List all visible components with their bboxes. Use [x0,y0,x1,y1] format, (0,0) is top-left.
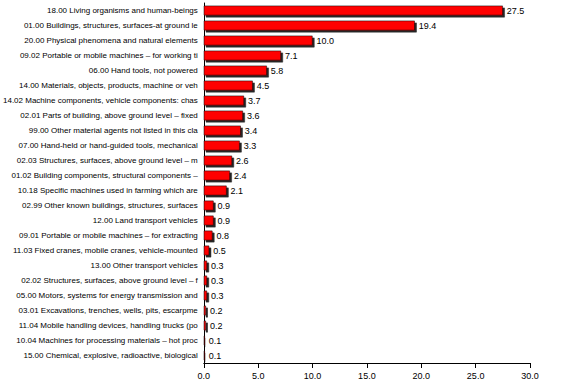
svg-text:0.1: 0.1 [209,336,222,346]
svg-text:2.4: 2.4 [234,171,247,181]
svg-text:0.9: 0.9 [218,216,231,226]
svg-text:3.6: 3.6 [247,111,260,121]
svg-text:09.02 Portable or mobile machi: 09.02 Portable or mobile machines – for … [20,51,198,60]
svg-text:12.00 Land transport vehicles: 12.00 Land transport vehicles [93,216,198,225]
svg-text:3.3: 3.3 [244,141,257,151]
svg-text:11.03 Fixed cranes, mobile cra: 11.03 Fixed cranes, mobile cranes, vehic… [13,246,198,255]
svg-text:03.01 Excavations, trenches, w: 03.01 Excavations, trenches, wells, pits… [19,306,199,315]
svg-text:3.4: 3.4 [245,126,258,136]
svg-text:5.0: 5.0 [252,371,265,381]
svg-text:0.3: 0.3 [211,276,224,286]
svg-text:0.3: 0.3 [211,261,224,271]
svg-text:7.1: 7.1 [285,51,298,61]
svg-text:02.01 Parts of building, above: 02.01 Parts of building, above ground le… [20,111,197,120]
svg-text:14.02 Machine components, vehi: 14.02 Machine components, vehicle compon… [3,96,198,105]
svg-text:02.99 Other known buildings, s: 02.99 Other known buildings, structures,… [22,201,198,210]
svg-text:0.1: 0.1 [209,351,222,361]
svg-text:01.00 Buildings, structures, s: 01.00 Buildings, structures, surfaces-at… [24,21,198,30]
svg-text:0.2: 0.2 [210,321,223,331]
svg-text:07.00 Hand-held or hand-guided: 07.00 Hand-held or hand-guided tools, me… [19,141,198,150]
svg-text:0.0: 0.0 [198,371,211,381]
svg-text:0.2: 0.2 [210,306,223,316]
svg-text:20.00 Physical phenomena and n: 20.00 Physical phenomena and natural ele… [24,36,197,45]
svg-text:4.5: 4.5 [257,81,270,91]
svg-text:09.01 Portable or mobile machi: 09.01 Portable or mobile machines – for … [19,231,198,240]
svg-text:10.0: 10.0 [304,371,322,381]
svg-text:3.7: 3.7 [248,96,261,106]
svg-text:19.4: 19.4 [419,21,437,31]
svg-text:0.9: 0.9 [218,201,231,211]
svg-text:14.00 Materials, objects, prod: 14.00 Materials, objects, products, mach… [19,81,198,90]
svg-text:18.00 Living organisms and hum: 18.00 Living organisms and human-beings [47,6,198,15]
svg-text:0.8: 0.8 [216,231,229,241]
svg-text:2.6: 2.6 [236,156,249,166]
svg-text:10.0: 10.0 [317,36,335,46]
svg-text:02.02 Structures, surfaces, ab: 02.02 Structures, surfaces, above ground… [21,276,198,285]
svg-text:01.02 Building components, str: 01.02 Building components, structural co… [11,171,198,180]
svg-text:11.04 Mobile handling devices,: 11.04 Mobile handling devices, handling … [19,321,199,330]
svg-text:05.00 Motors, systems for ener: 05.00 Motors, systems for energy transmi… [16,291,197,300]
svg-text:5.8: 5.8 [271,66,284,76]
svg-text:15.00 Chemical, explosive, rad: 15.00 Chemical, explosive, radioactive, … [23,351,198,360]
svg-text:15.0: 15.0 [358,371,376,381]
svg-text:10.18 Specific machines used i: 10.18 Specific machines used in farming … [18,186,199,195]
svg-text:06.00 Hand tools, not powered: 06.00 Hand tools, not powered [89,66,198,75]
svg-text:20.0: 20.0 [412,371,430,381]
svg-text:02.03 Structures, surfaces, ab: 02.03 Structures, surfaces, above ground… [17,156,198,165]
svg-text:25.0: 25.0 [467,371,485,381]
svg-text:0.3: 0.3 [211,291,224,301]
svg-text:99.00 Other material agents no: 99.00 Other material agents not listed i… [29,126,199,135]
svg-text:10.04 Machines for processing: 10.04 Machines for processing materials … [16,336,197,345]
svg-text:0.5: 0.5 [213,246,226,256]
svg-text:30.0: 30.0 [521,371,539,381]
svg-text:2.1: 2.1 [231,186,244,196]
svg-text:13.00 Other transport vehicles: 13.00 Other transport vehicles [91,261,198,270]
svg-text:27.5: 27.5 [507,6,525,16]
